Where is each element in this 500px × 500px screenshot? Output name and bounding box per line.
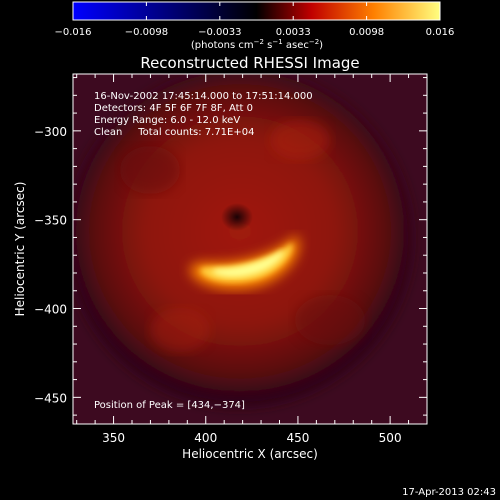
colorbar-ticks: −0.016 −0.0098 −0.0033 0.0033 0.0098 0.016 <box>54 2 454 38</box>
info-line-energy: Energy Range: 6.0 - 12.0 keV <box>94 115 240 126</box>
plot-frame <box>72 73 428 425</box>
x-tick-label: 400 <box>194 431 217 445</box>
colorbar-tick-label: 0.0098 <box>349 27 384 38</box>
y-tick-label: −450 <box>34 391 67 405</box>
x-axis-label: Heliocentric X (arcsec) <box>182 447 318 461</box>
x-tick-label: 500 <box>379 431 402 445</box>
x-tick-label: 450 <box>286 431 309 445</box>
info-line-counts: Clean Total counts: 7.71E+04 <box>94 127 254 138</box>
info-line-detectors: Detectors: 4F 5F 6F 7F 8F, Att 0 <box>94 103 253 114</box>
heatmap-image <box>73 74 427 424</box>
footer-timestamp: 17-Apr-2013 02:43 <box>402 487 496 498</box>
peak-position-label: Position of Peak = [434,−374] <box>94 400 245 411</box>
info-line-time: 16-Nov-2002 17:45:14.000 to 17:51:14.000 <box>94 91 313 102</box>
colorbar-tick-label: −0.016 <box>54 27 91 38</box>
chart-title: Reconstructed RHESSI Image <box>140 54 359 72</box>
colorbar-tick-label: 0.016 <box>426 27 455 38</box>
y-tick-label: −300 <box>34 125 67 139</box>
x-tick-label: 350 <box>102 431 125 445</box>
axes: 350 400 450 500 −300 −350 −400 −450 <box>34 74 428 445</box>
colorbar-tick-label: 0.0033 <box>276 27 311 38</box>
peak-source <box>190 235 300 289</box>
colorbar-tick-label: −0.0098 <box>125 27 168 38</box>
y-tick-label: −350 <box>34 214 67 228</box>
colorbar <box>72 1 441 21</box>
y-axis-label: Heliocentric Y (arcsec) <box>13 182 27 317</box>
y-tick-label: −400 <box>34 303 67 317</box>
colorbar-units: (photons cm−2 s−1 asec−2) <box>191 38 323 51</box>
colorbar-tick-label: −0.0033 <box>198 27 241 38</box>
info-text: 16-Nov-2002 17:45:14.000 to 17:51:14.000… <box>94 91 313 138</box>
